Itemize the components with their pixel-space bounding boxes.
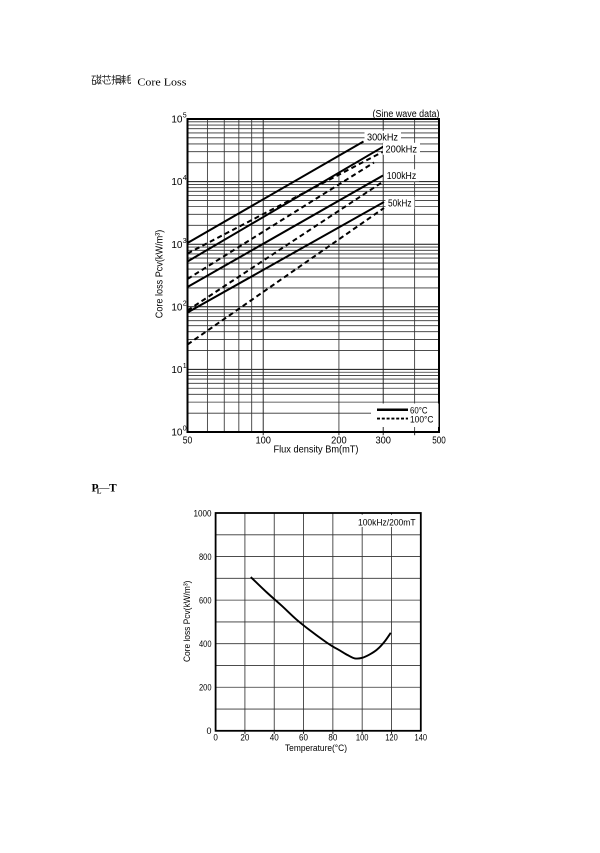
- svg-text:10: 10: [171, 177, 183, 188]
- svg-text:100kHz/200mT: 100kHz/200mT: [358, 517, 416, 527]
- svg-text:(Sine wave data): (Sine wave data): [373, 109, 440, 120]
- svg-text:2: 2: [183, 300, 187, 307]
- svg-text:Core Loss: Core Loss: [137, 76, 186, 88]
- svg-text:400: 400: [199, 639, 212, 650]
- svg-text:10: 10: [171, 302, 183, 313]
- svg-text:20: 20: [240, 733, 249, 744]
- svg-text:40: 40: [270, 733, 279, 744]
- svg-text:10: 10: [171, 240, 183, 251]
- svg-text:4: 4: [183, 175, 187, 182]
- svg-text:80: 80: [328, 733, 337, 744]
- svg-text:100kHz: 100kHz: [387, 171, 417, 182]
- svg-text:3: 3: [183, 238, 187, 245]
- svg-text:300: 300: [375, 436, 391, 447]
- svg-text:100: 100: [255, 436, 271, 447]
- svg-text:200: 200: [199, 683, 212, 694]
- svg-text:500: 500: [432, 436, 446, 447]
- svg-text:P: P: [92, 482, 99, 494]
- svg-text:50: 50: [183, 436, 193, 447]
- svg-text:300kHz: 300kHz: [367, 133, 398, 144]
- svg-text:60: 60: [299, 733, 308, 744]
- svg-text:Temperature(°C): Temperature(°C): [285, 743, 347, 754]
- svg-text:1000: 1000: [194, 508, 212, 519]
- svg-text:Flux density Bm(mT): Flux density Bm(mT): [274, 445, 359, 456]
- svg-text:600: 600: [199, 596, 212, 607]
- svg-text:100: 100: [356, 733, 369, 744]
- svg-text:T: T: [109, 482, 117, 494]
- svg-text:0: 0: [207, 726, 212, 737]
- svg-text:100°C: 100°C: [410, 414, 434, 424]
- svg-text:120: 120: [385, 733, 398, 744]
- svg-text:0: 0: [183, 426, 187, 433]
- svg-text:10: 10: [171, 115, 183, 126]
- svg-text:L: L: [97, 488, 102, 496]
- svg-text:—: —: [98, 483, 110, 494]
- svg-text:1: 1: [183, 363, 187, 370]
- svg-text:200: 200: [331, 436, 347, 447]
- svg-text:60°C: 60°C: [410, 405, 428, 415]
- svg-text:10: 10: [171, 428, 183, 439]
- svg-text:0: 0: [213, 733, 218, 744]
- svg-text:5: 5: [183, 113, 187, 120]
- svg-text:Core loss Pcv(kW/m³): Core loss Pcv(kW/m³): [154, 230, 165, 319]
- svg-text:200kHz: 200kHz: [386, 145, 418, 156]
- svg-text:Core loss Pcv(kW/m³): Core loss Pcv(kW/m³): [181, 581, 192, 663]
- svg-text:800: 800: [199, 552, 212, 563]
- svg-text:140: 140: [415, 733, 428, 744]
- svg-text:10: 10: [171, 365, 183, 376]
- svg-text:50kHz: 50kHz: [388, 199, 412, 210]
